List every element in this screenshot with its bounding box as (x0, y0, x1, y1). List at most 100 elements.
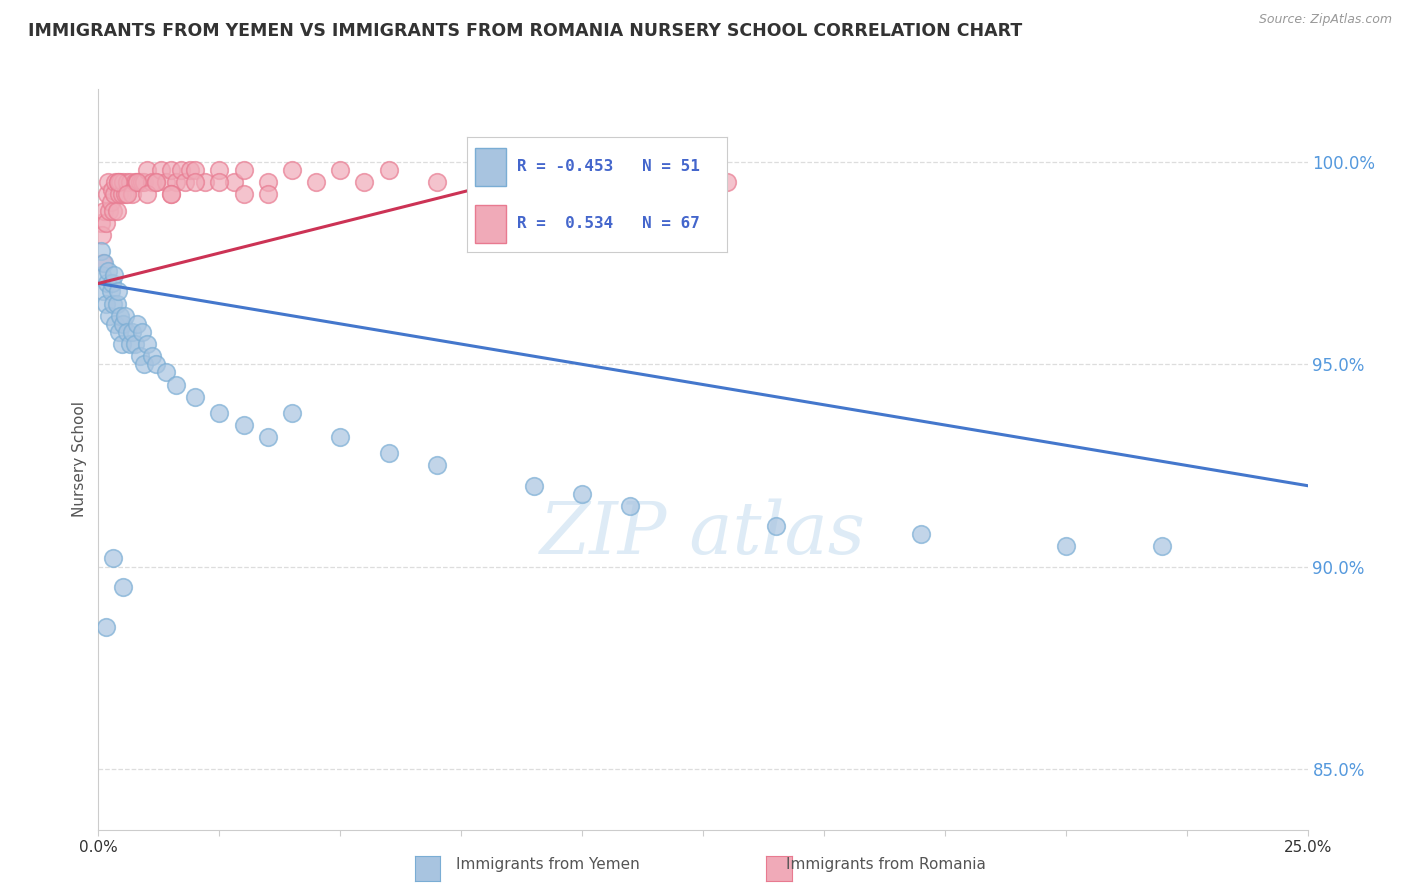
Point (353, 175, 375, 189)
Point (329, 430, 352, 444)
Point (118, 175, 141, 189)
Point (101, 183, 124, 197)
Point (281, 163, 304, 178)
Point (127, 175, 149, 189)
Point (104, 317, 127, 331)
Point (256, 187, 278, 202)
Point (127, 175, 149, 189)
Point (145, 175, 167, 189)
Text: Immigrants from Yemen: Immigrants from Yemen (457, 857, 640, 872)
Point (108, 309, 131, 323)
Point (93, 256, 115, 270)
Point (100, 285, 122, 299)
Point (98, 203, 121, 218)
Point (426, 458, 449, 473)
Point (329, 163, 352, 178)
Point (134, 175, 156, 189)
Point (121, 325, 143, 339)
Point (165, 377, 187, 392)
Point (134, 357, 156, 371)
Point (155, 365, 177, 379)
Point (128, 175, 150, 189)
Point (169, 163, 191, 178)
Point (128, 349, 150, 363)
Point (111, 337, 134, 351)
Point (107, 187, 129, 202)
Point (107, 175, 129, 189)
Point (117, 325, 139, 339)
Point (145, 175, 167, 189)
Point (232, 163, 254, 178)
Point (208, 175, 231, 189)
Point (124, 175, 146, 189)
Point (101, 296, 124, 310)
Point (523, 478, 546, 492)
Point (118, 337, 141, 351)
Point (232, 417, 254, 432)
Point (104, 175, 127, 189)
Point (716, 175, 738, 189)
Point (111, 187, 134, 202)
Point (105, 296, 128, 310)
Point (117, 187, 139, 202)
Point (179, 163, 201, 178)
Point (101, 277, 124, 291)
Point (523, 175, 546, 189)
Point (94, 620, 117, 634)
Point (160, 187, 183, 202)
Point (107, 325, 129, 339)
Point (114, 187, 136, 202)
Point (377, 163, 399, 178)
Point (111, 317, 134, 331)
Point (131, 175, 153, 189)
Y-axis label: Nursery School: Nursery School (72, 401, 87, 517)
Point (90, 244, 112, 258)
Point (103, 187, 125, 202)
Point (98, 309, 121, 323)
Point (97, 175, 120, 189)
Text: ZIP atlas: ZIP atlas (540, 498, 866, 569)
Point (910, 527, 932, 541)
Point (124, 337, 146, 351)
Point (105, 203, 128, 218)
Point (121, 187, 143, 202)
Point (256, 430, 278, 444)
Point (135, 187, 157, 202)
Text: IMMIGRANTS FROM YEMEN VS IMMIGRANTS FROM ROMANIA NURSERY SCHOOL CORRELATION CHAR: IMMIGRANTS FROM YEMEN VS IMMIGRANTS FROM… (28, 22, 1022, 40)
Point (1054, 540, 1077, 554)
Point (194, 175, 217, 189)
Point (222, 175, 245, 189)
Point (97, 264, 120, 278)
Point (131, 325, 153, 339)
Point (127, 317, 149, 331)
Point (91, 285, 114, 299)
Point (160, 163, 183, 178)
Point (108, 175, 131, 189)
Point (91, 256, 114, 270)
Point (96, 277, 118, 291)
Point (111, 580, 134, 594)
Point (93, 203, 115, 218)
Point (184, 390, 207, 404)
Point (101, 203, 124, 218)
Point (208, 163, 231, 178)
Point (160, 187, 183, 202)
Point (1152, 540, 1174, 554)
Point (111, 175, 134, 189)
Point (174, 175, 197, 189)
Point (377, 446, 399, 460)
Point (114, 309, 136, 323)
Point (426, 175, 449, 189)
Point (141, 175, 163, 189)
Point (90, 216, 112, 230)
Point (571, 163, 593, 178)
Point (91, 227, 114, 242)
Point (107, 285, 129, 299)
Point (184, 175, 207, 189)
Point (619, 499, 641, 513)
Point (208, 406, 231, 420)
Point (91, 268, 114, 283)
Point (765, 519, 787, 533)
Point (184, 163, 207, 178)
Point (135, 163, 157, 178)
